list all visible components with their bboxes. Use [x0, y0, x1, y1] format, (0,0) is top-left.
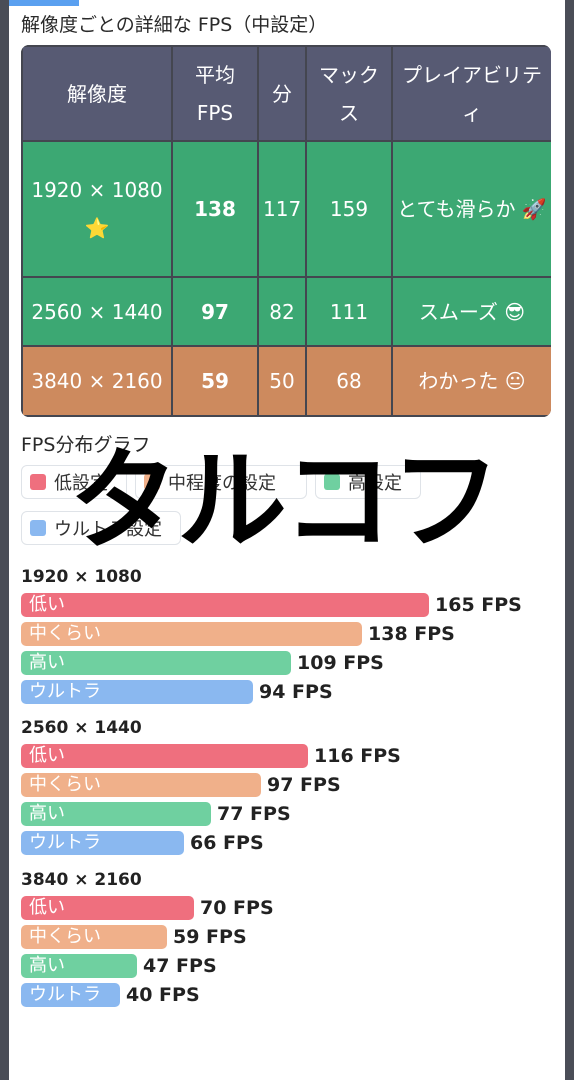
graph-title: FPS分布グラフ — [21, 434, 151, 456]
header-max: マックス — [305, 45, 393, 142]
bar-value-label: 109 FPS — [297, 652, 384, 674]
cell-resolution: 1920 × 1080 ⭐ — [21, 140, 173, 278]
bar-ultra: ウルトラ — [21, 831, 184, 855]
header-avg-fps: 平均 FPS — [171, 45, 259, 142]
header-playability: プレイアビリティ — [391, 45, 551, 142]
cell-resolution: 2560 × 1440 — [21, 275, 173, 348]
section-title: 解像度ごとの詳細な FPS（中設定） — [21, 14, 328, 36]
table-row: 3840 × 2160 59 50 68 わかった 😐 — [21, 345, 551, 417]
cell-max: 111 — [305, 275, 393, 348]
right-frame — [565, 0, 574, 1080]
bar-high: 高い — [21, 802, 211, 826]
legend-swatch — [144, 474, 160, 490]
fps-table: 解像度 平均 FPS 分 マックス プレイアビリティ 1920 × 1080 ⭐… — [21, 45, 551, 417]
legend-swatch — [30, 474, 46, 490]
bar-value-label: 116 FPS — [314, 745, 401, 767]
left-frame — [0, 0, 9, 1080]
legend-item-high[interactable]: 高設定 — [315, 465, 421, 499]
cell-resolution: 3840 × 2160 — [21, 345, 173, 417]
legend-label: ウルトラ設定 — [54, 519, 162, 540]
bar-medium: 中くらい — [21, 925, 167, 949]
legend-item-medium[interactable]: 中程度の設定 — [135, 465, 307, 499]
bar-high: 高い — [21, 954, 137, 978]
header-resolution: 解像度 — [21, 45, 173, 142]
bar-low: 低い — [21, 593, 429, 617]
cell-playability: とても滑らか 🚀 — [391, 140, 551, 278]
cell-min: 82 — [257, 275, 307, 348]
legend-label: 低設定 — [54, 473, 108, 494]
cell-playability: わかった 😐 — [391, 345, 551, 417]
bar-low: 低い — [21, 744, 308, 768]
table-row: 1920 × 1080 ⭐ 138 117 159 とても滑らか 🚀 — [21, 140, 551, 278]
scroll-progress-indicator — [9, 0, 79, 6]
legend-label: 中程度の設定 — [168, 473, 276, 494]
resolution-group-title: 3840 × 2160 — [21, 870, 142, 890]
legend-item-ultra[interactable]: ウルトラ設定 — [21, 511, 181, 545]
cell-min: 117 — [257, 140, 307, 278]
cell-max: 159 — [305, 140, 393, 278]
bar-value-label: 59 FPS — [173, 926, 247, 948]
cell-avg-fps: 138 — [171, 140, 259, 278]
bar-medium: 中くらい — [21, 622, 362, 646]
cell-max: 68 — [305, 345, 393, 417]
bar-ultra: ウルトラ — [21, 983, 120, 1007]
bar-value-label: 70 FPS — [200, 897, 274, 919]
table-header-row: 解像度 平均 FPS 分 マックス プレイアビリティ — [21, 45, 551, 142]
bar-value-label: 66 FPS — [190, 832, 264, 854]
bar-value-label: 97 FPS — [267, 774, 341, 796]
resolution-group-title: 1920 × 1080 — [21, 567, 142, 587]
bar-medium: 中くらい — [21, 773, 261, 797]
bar-value-label: 47 FPS — [143, 955, 217, 977]
bar-value-label: 40 FPS — [126, 984, 200, 1006]
main-content: 解像度ごとの詳細な FPS（中設定） 解像度 平均 FPS 分 マックス プレイ… — [9, 0, 565, 1080]
cell-min: 50 — [257, 345, 307, 417]
cell-playability: スムーズ 😎 — [391, 275, 551, 348]
legend-label: 高設定 — [348, 473, 402, 494]
bar-value-label: 94 FPS — [259, 681, 333, 703]
bar-low: 低い — [21, 896, 194, 920]
bar-high: 高い — [21, 651, 291, 675]
legend-swatch — [324, 474, 340, 490]
cell-avg-fps: 97 — [171, 275, 259, 348]
legend-swatch — [30, 520, 46, 536]
bar-ultra: ウルトラ — [21, 680, 253, 704]
watermark-text: タルコフ — [69, 437, 501, 565]
bar-value-label: 138 FPS — [368, 623, 455, 645]
table-row: 2560 × 1440 97 82 111 スムーズ 😎 — [21, 275, 551, 348]
legend-item-low[interactable]: 低設定 — [21, 465, 127, 499]
bar-value-label: 165 FPS — [435, 594, 522, 616]
cell-avg-fps: 59 — [171, 345, 259, 417]
bar-value-label: 77 FPS — [217, 803, 291, 825]
resolution-group-title: 2560 × 1440 — [21, 718, 142, 738]
header-min: 分 — [257, 45, 307, 142]
